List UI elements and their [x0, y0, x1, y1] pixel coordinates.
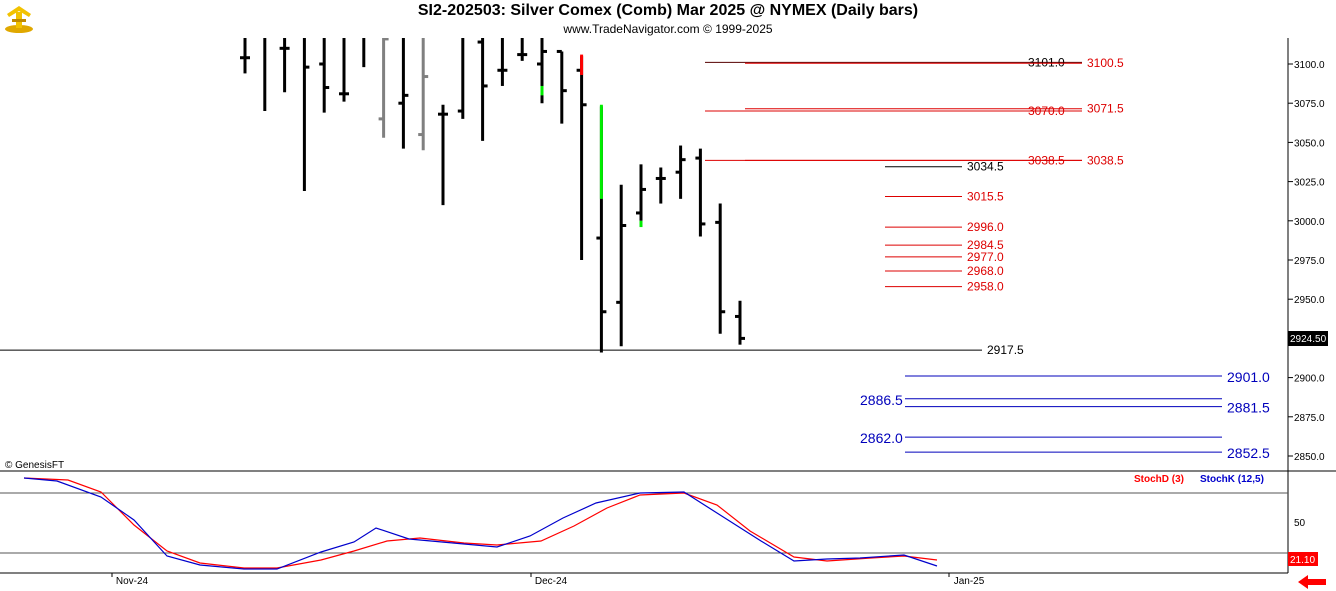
price-level-label: 2996.0: [967, 220, 1004, 234]
price-level-label: 2968.0: [967, 264, 1004, 278]
price-tick-label: 2900.0: [1294, 374, 1325, 385]
price-bar: [302, 38, 310, 192]
osc-value-label: 21.10: [1290, 555, 1315, 566]
price-bar: [477, 38, 488, 141]
price-level-label: 3101.0: [1028, 55, 1065, 69]
price-bar: [636, 164, 646, 221]
chart-title: SI2-202503: Silver Comex (Comb) Mar 2025…: [417, 2, 919, 19]
price-tick-label: 3000.0: [1294, 217, 1325, 228]
price-tick-label: 2975.0: [1294, 256, 1325, 267]
price-bar: [263, 38, 267, 112]
price-level-label: 2852.5: [1227, 445, 1270, 461]
scroll-left-arrow-icon[interactable]: [1298, 575, 1326, 589]
price-tick-label: 3100.0: [1294, 60, 1325, 71]
osc-tick-50: 50: [1294, 518, 1306, 529]
price-bar: [418, 38, 429, 151]
x-axis-label: Nov-24: [116, 576, 149, 587]
price-level-label: 2901.0: [1227, 369, 1270, 385]
price-tick-label: 2850.0: [1294, 452, 1325, 463]
price-level-label: 2984.5: [967, 238, 1004, 252]
price-level-label: 2977.0: [967, 250, 1004, 264]
price-bar: [675, 145, 686, 199]
x-axis-label: Jan-25: [954, 576, 985, 587]
price-bar: [279, 38, 290, 93]
price-level-label: 3034.5: [967, 160, 1004, 174]
price-tick-label: 2950.0: [1294, 295, 1325, 306]
price-bar: [438, 104, 448, 206]
stoch-d-legend: StochD (3): [1134, 474, 1184, 485]
price-level-label: 3070.0: [1028, 104, 1065, 118]
chart-header: SI2-202503: Silver Comex (Comb) Mar 2025…: [0, 0, 1336, 38]
price-bar: [695, 148, 706, 237]
price-bar: [362, 38, 366, 68]
price-bar: [398, 38, 409, 149]
price-bar: [655, 167, 666, 204]
price-level-label: 3071.5: [1087, 102, 1124, 116]
price-bar: [735, 300, 745, 345]
price-level-label: 3100.5: [1087, 56, 1124, 70]
price-bar: [378, 38, 389, 138]
current-price-box: [1288, 331, 1328, 346]
price-tick-label: 2875.0: [1294, 413, 1325, 424]
price-level-label: 2862.0: [860, 430, 903, 446]
price-tick-label: 3050.0: [1294, 138, 1325, 149]
stoch-k-line: [23, 477, 938, 570]
chart-subtitle: www.TradeNavigator.com © 1999-2025: [563, 22, 773, 36]
price-bar: [556, 49, 567, 124]
trade-navigator-logo-icon: [5, 6, 33, 33]
current-price-label: 2924.50: [1290, 334, 1327, 345]
stoch-d-line: [23, 477, 938, 569]
price-level-label: 2917.5: [987, 343, 1024, 357]
price-level-label: 3038.5: [1087, 153, 1124, 167]
price-bar: [576, 56, 587, 260]
watermark-text: © GenesisFT: [5, 460, 64, 471]
price-bar: [616, 184, 627, 347]
x-axis-label: Dec-24: [535, 576, 568, 587]
price-tick-label: 3075.0: [1294, 99, 1325, 110]
price-bar: [240, 38, 250, 74]
price-bar: [517, 38, 528, 61]
price-bar: [339, 38, 349, 102]
osc-value-box: [1288, 552, 1318, 566]
price-bar: [715, 203, 726, 334]
price-level-label: 3015.5: [967, 189, 1004, 203]
price-level-label: 2958.0: [967, 280, 1004, 294]
price-bar: [319, 38, 330, 113]
price-level-label: 2881.5: [1227, 400, 1270, 416]
price-level-label: 2886.5: [860, 392, 903, 408]
stoch-k-legend: StochK (12,5): [1200, 474, 1264, 485]
price-bar: [497, 38, 508, 86]
price-bar: [457, 38, 465, 119]
price-tick-label: 3025.0: [1294, 178, 1325, 189]
